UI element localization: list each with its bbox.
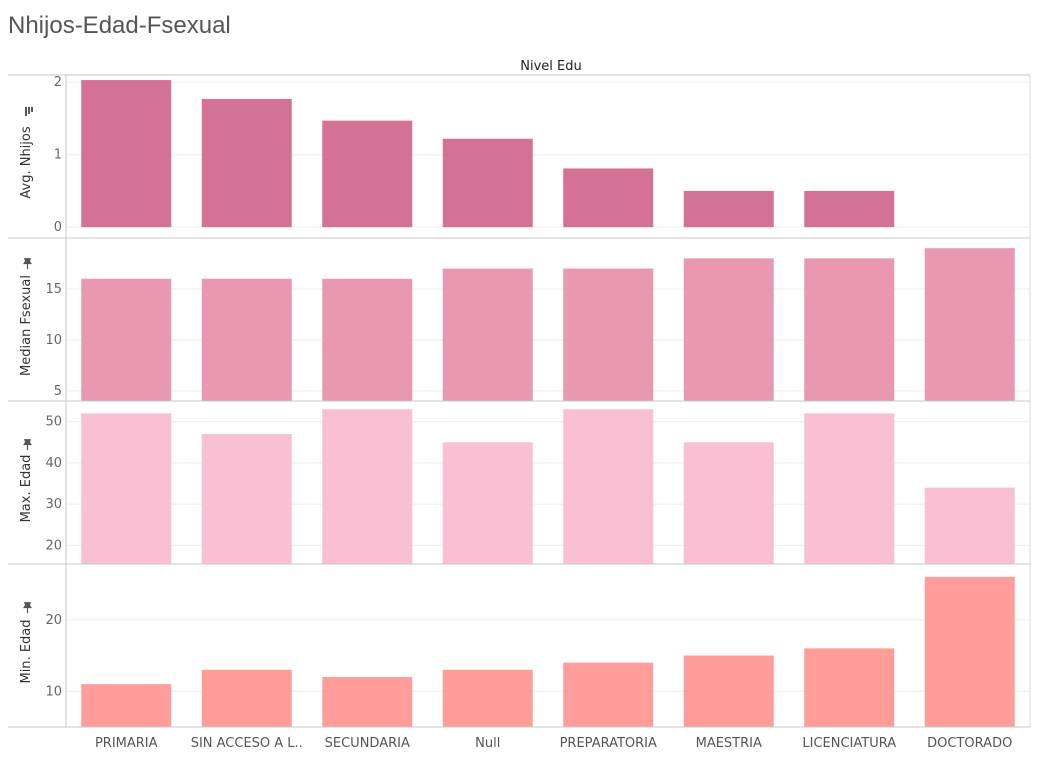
pin-icon[interactable]	[23, 439, 32, 451]
panel-3: 10 20 Min. Edad	[8, 563, 1031, 728]
y-tick-label: 20	[45, 613, 62, 628]
x-category-label: Null	[475, 736, 500, 751]
bar-1-7[interactable]	[924, 248, 1015, 401]
bar-3-5[interactable]	[683, 655, 774, 727]
panel-1: 5 10 15 Median Fsexual	[8, 237, 1031, 401]
pin-icon-head	[23, 439, 32, 446]
bar-0-5[interactable]	[683, 190, 774, 228]
bar-0-1[interactable]	[201, 98, 292, 228]
x-category-label: SIN ACCESO A L..	[191, 736, 303, 751]
panel-0: 0 1 2 Avg. Nhijos	[8, 74, 1031, 238]
y-tick-label: 5	[54, 384, 62, 399]
bar-3-7[interactable]	[924, 576, 1015, 727]
y-axis-title-0: Avg. Nhijos	[19, 126, 34, 198]
bar-0-0[interactable]	[81, 80, 172, 228]
bar-1-2[interactable]	[322, 278, 413, 401]
y-tick-label: 30	[45, 497, 62, 512]
y-axis-title-1: Median Fsexual	[19, 275, 34, 376]
y-tick-label: 10	[45, 333, 62, 348]
bar-2-1[interactable]	[201, 434, 292, 564]
bar-3-0[interactable]	[81, 684, 172, 727]
bar-1-3[interactable]	[442, 268, 533, 401]
bar-0-3[interactable]	[442, 138, 533, 228]
panel-2: 20 30 40 50 Max. Edad	[8, 400, 1031, 564]
y-axis-title-2: Max. Edad	[19, 455, 34, 523]
bar-2-4[interactable]	[563, 409, 654, 564]
column-header-title: Nivel Edu	[520, 59, 581, 74]
y-tick-label: 15	[45, 282, 62, 297]
y-tick-label: 40	[45, 456, 62, 471]
y-tick-label: 1	[54, 148, 62, 163]
bar-3-2[interactable]	[322, 676, 413, 727]
sort-icon-bar	[28, 106, 30, 114]
x-category-label: DOCTORADO	[927, 736, 1012, 751]
bar-2-3[interactable]	[442, 442, 533, 564]
sort-icon-bar	[25, 106, 27, 116]
bar-3-1[interactable]	[201, 669, 292, 727]
bar-2-0[interactable]	[81, 413, 172, 564]
sort-icon[interactable]	[25, 106, 33, 116]
chart-panels: 0 1 2 Avg. Nhijos 5 10 15 Median Fsexual 20 30 40 5…	[8, 74, 1031, 728]
bar-1-6[interactable]	[804, 258, 895, 401]
page-title: Nhijos-Edad-Fsexual	[8, 12, 231, 39]
bar-1-0[interactable]	[81, 278, 172, 401]
pin-icon[interactable]	[23, 258, 32, 270]
bar-1-5[interactable]	[683, 258, 774, 401]
x-category-label: LICENCIATURA	[802, 736, 896, 751]
y-tick-label: 0	[54, 220, 62, 235]
bar-0-4[interactable]	[563, 168, 654, 228]
sort-icon-bar	[31, 106, 33, 112]
bar-2-7[interactable]	[924, 487, 1015, 564]
bar-3-3[interactable]	[442, 669, 533, 727]
y-tick-label: 2	[54, 75, 62, 90]
bar-2-5[interactable]	[683, 442, 774, 564]
category-labels: PRIMARIA SIN ACCESO A L.. SECUNDARIA Null PR…	[95, 736, 1012, 751]
y-tick-label: 50	[45, 415, 62, 430]
bar-0-2[interactable]	[322, 120, 413, 228]
bar-0-6[interactable]	[804, 190, 895, 228]
pin-icon-head	[23, 602, 32, 609]
x-category-label: MAESTRIA	[696, 736, 762, 751]
bar-1-4[interactable]	[563, 268, 654, 401]
bar-3-6[interactable]	[804, 648, 895, 727]
x-category-label: PRIMARIA	[95, 736, 158, 751]
y-tick-label: 10	[45, 684, 62, 699]
y-tick-label: 20	[45, 538, 62, 553]
bar-3-4[interactable]	[563, 662, 654, 727]
pin-icon[interactable]	[23, 602, 32, 614]
y-axis-title-3: Min. Edad	[19, 619, 34, 683]
x-category-label: PREPARATORIA	[560, 736, 657, 751]
bar-2-2[interactable]	[322, 409, 413, 564]
bar-1-1[interactable]	[201, 278, 292, 401]
pin-icon-head	[23, 258, 32, 265]
x-category-label: SECUNDARIA	[325, 736, 410, 751]
bar-2-6[interactable]	[804, 413, 895, 564]
